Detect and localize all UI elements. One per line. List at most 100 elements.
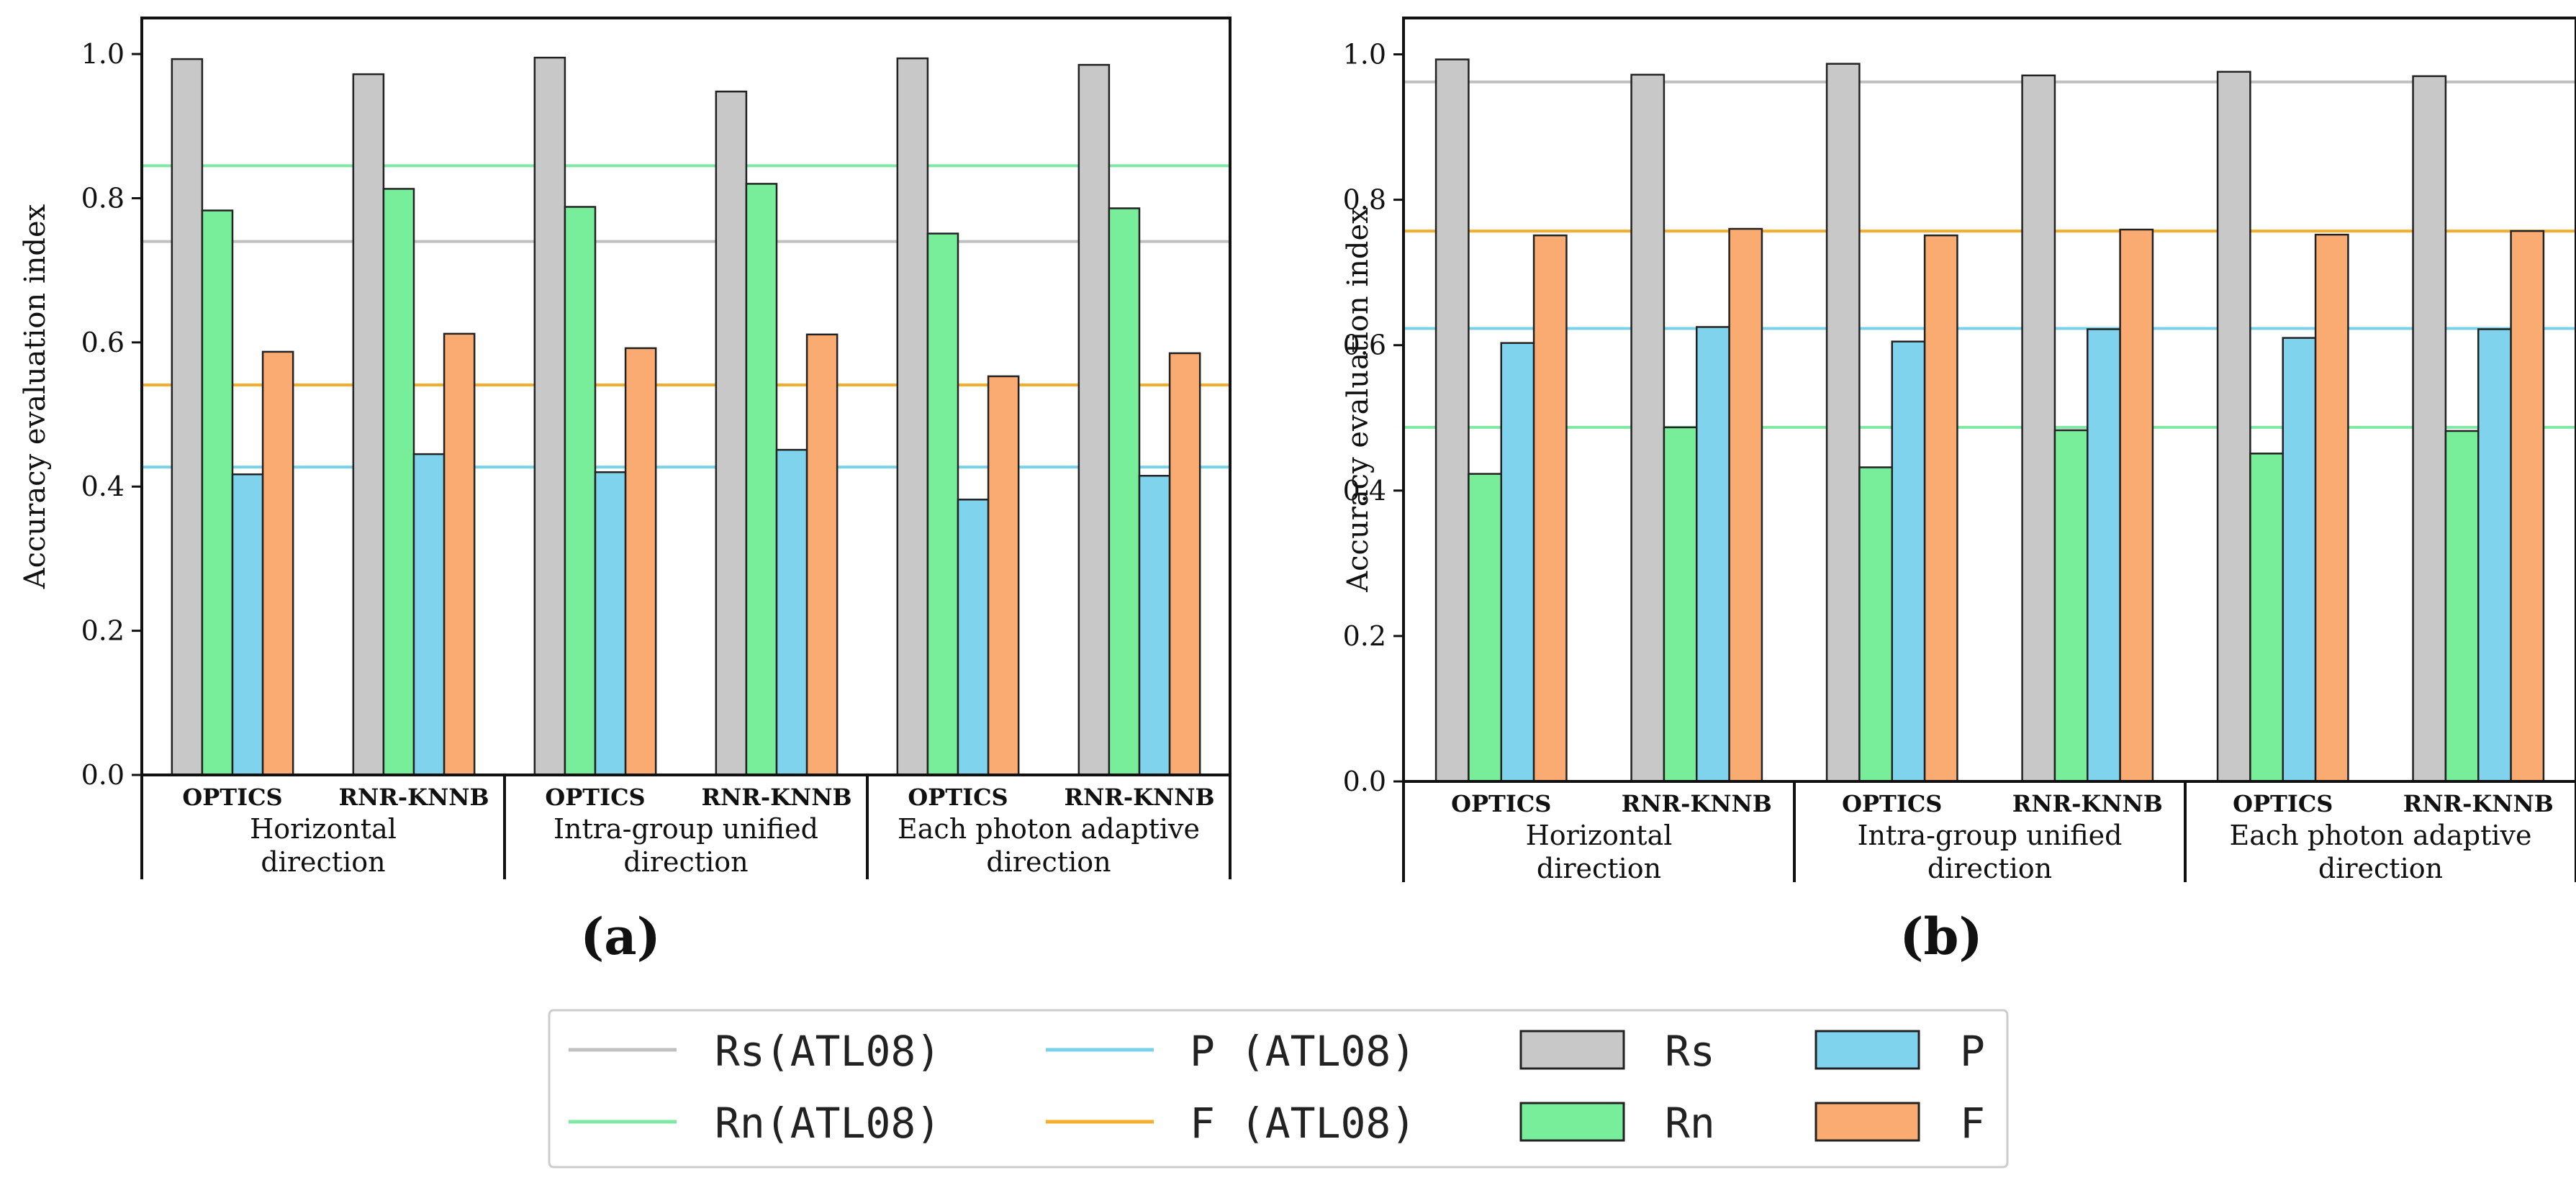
panel-b-bar-f-4 (2119, 228, 2154, 783)
panel-a-ylabel: Accuracy evaluation index (19, 204, 52, 589)
legend-patch-f (1815, 1102, 1920, 1142)
panel-b-bar-rs-3 (1825, 63, 1861, 783)
panel-a-bar-p-1 (231, 473, 264, 776)
panel-b-algo-label: OPTICS (1842, 790, 1942, 817)
panel-b-bar-f-1 (1532, 234, 1568, 783)
panel-a-group-label-line2: direction (261, 846, 385, 878)
panel-b-algo-label: RNR-KNNB (1622, 790, 1772, 817)
panel-a-bar-rn-5 (926, 232, 959, 776)
panel-b-bar-f-6 (2510, 230, 2545, 783)
panel-a-algo-label: OPTICS (908, 784, 1008, 811)
legend-label-p-atl08: P (ATL08) (1190, 1027, 1416, 1076)
legend-label-rn-atl08: Rn(ATL08) (715, 1099, 941, 1148)
panel-a-ytick-label: 0.6 (81, 327, 125, 358)
panel-a-bar-p-3 (594, 471, 627, 776)
legend-frame (548, 1009, 2009, 1169)
panel-a-bar-rn-2 (382, 188, 415, 776)
panel-a-bar-rs-3 (533, 56, 566, 776)
panel-b-algo-label: RNR-KNNB (2012, 790, 2163, 817)
panel-a-bar-p-2 (412, 453, 446, 776)
panel-a-bar-p-6 (1138, 474, 1171, 776)
panel-b-bar-p-3 (1891, 340, 1926, 783)
panel-b-ylabel: Accuracy evaluation index (1342, 207, 1375, 593)
panel-a-group-label-line1: Each photon adaptive (898, 813, 1200, 845)
panel-b-group-label-line1: Each photon adaptive (2230, 820, 2532, 851)
panel-b-ytick-label: 0.6 (1343, 330, 1386, 361)
legend-label-p: P (1960, 1027, 1985, 1076)
legend-patch-p (1815, 1030, 1920, 1070)
panel-b-ytick-label: 0.8 (1343, 184, 1386, 216)
panel-a-bar-f-5 (987, 375, 1020, 776)
panel-a-bar-rn-3 (564, 206, 597, 776)
panel-b-group-label-line2: direction (1537, 853, 1661, 884)
panel-b-bar-f-3 (1923, 234, 1958, 783)
panel-b-bar-p-5 (2282, 337, 2317, 783)
legend-label-rn: Rn (1665, 1099, 1715, 1148)
panel-a-group-label-line1: Intra-group unified (553, 813, 818, 845)
panel-b-bar-f-5 (2314, 233, 2349, 783)
panel-b-group-label-line1: Horizontal (1526, 820, 1673, 851)
panel-b-bar-rn-6 (2444, 430, 2480, 783)
legend-label-rs: Rs (1665, 1027, 1715, 1076)
panel-a-bar-p-4 (775, 448, 808, 776)
panel-b-bar-rs-6 (2412, 75, 2447, 783)
panel-a-algo-label: OPTICS (545, 784, 645, 811)
panel-b-algo-label: RNR-KNNB (2403, 790, 2554, 817)
panel-a-ytick-label: 0.0 (81, 759, 125, 791)
panel-a-bar-rn-6 (1108, 207, 1141, 776)
panel-a-bar-rs-6 (1077, 63, 1111, 776)
panel-b-bar-rs-2 (1630, 73, 1666, 783)
panel-b-bar-rs-1 (1434, 58, 1470, 783)
panel-a-bar-p-5 (957, 499, 990, 776)
panel-b-bar-rs-5 (2216, 71, 2251, 783)
panel-b-bar-p-4 (2087, 328, 2121, 783)
panel-b-bar-rn-3 (1858, 466, 1893, 783)
panel-b-ytick-label: 0.0 (1343, 766, 1386, 797)
panel-a-bar-f-4 (805, 333, 839, 776)
panel-a-bar-rs-4 (715, 90, 748, 776)
panel-a-bar-rs-1 (171, 58, 204, 776)
panel-a-algo-label: RNR-KNNB (701, 784, 851, 811)
panel-a-ytick-label: 0.2 (81, 615, 125, 647)
panel-a-bar-f-3 (624, 347, 657, 776)
panel-a-group-label-line2: direction (623, 846, 748, 878)
panel-b-bar-p-6 (2477, 328, 2512, 783)
panel-b-bar-rn-4 (2053, 429, 2089, 783)
legend-label-f: F (1960, 1099, 1985, 1148)
panel-b-plot-frame (1402, 17, 2576, 783)
legend: Rs(ATL08) P (ATL08) Rn(ATL08) F (ATL08) … (548, 1009, 2009, 1169)
panel-a-algo-label: RNR-KNNB (338, 784, 489, 811)
panel-b-bar-rn-5 (2249, 453, 2284, 783)
panel-b-group-label-line2: direction (1928, 853, 2052, 884)
panel-b-group-label-line1: Intra-group unified (1858, 820, 2123, 851)
panel-b-bar-f-2 (1728, 227, 1763, 783)
panel-a-plot-frame (140, 17, 1231, 776)
panel-b-bar-rn-1 (1468, 473, 1503, 783)
panel-a-ytick-label: 0.8 (81, 182, 125, 214)
panel-a-bar-rn-4 (745, 183, 778, 776)
panel-a-ytick-label: 0.4 (81, 471, 125, 502)
panel-a-group-label-line1: Horizontal (250, 813, 397, 845)
panel-b-ytick-label: 0.4 (1343, 475, 1386, 507)
panel-a-bar-rs-2 (352, 73, 385, 776)
panel-a-bar-rn-1 (201, 209, 234, 776)
panel-b-label: (b) (1899, 907, 1982, 966)
panel-b-ytick-label: 0.2 (1343, 620, 1386, 652)
legend-label-f-atl08: F (ATL08) (1190, 1099, 1416, 1148)
panel-a-algo-label: OPTICS (182, 784, 282, 811)
legend-patch-rs (1519, 1030, 1625, 1070)
panel-b-bar-rs-4 (2021, 74, 2056, 783)
panel-b-group-label-line2: direction (2318, 853, 2443, 884)
panel-a-algo-label: RNR-KNNB (1064, 784, 1214, 811)
panel-b-bar-rn-2 (1663, 426, 1698, 783)
panel-a-bar-f-2 (443, 332, 476, 776)
panel-a-bar-f-6 (1168, 352, 1201, 776)
panel-b-ytick-label: 1.0 (1343, 39, 1386, 71)
legend-patch-rn (1519, 1102, 1625, 1142)
panel-b-algo-label: OPTICS (2233, 790, 2333, 817)
panel-b-bar-p-1 (1500, 342, 1535, 783)
panel-a-ytick-label: 1.0 (81, 38, 125, 70)
panel-a-bar-rs-5 (896, 57, 929, 776)
